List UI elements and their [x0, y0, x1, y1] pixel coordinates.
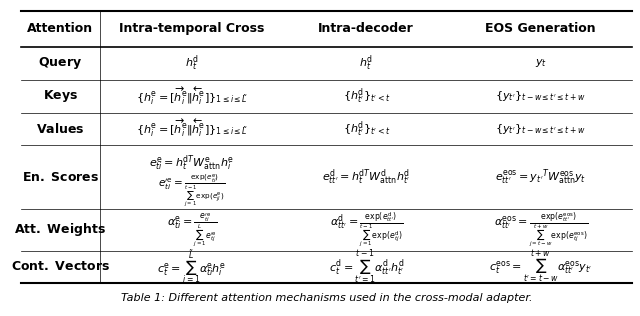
Text: $\{h_{t'}^\mathrm{d}\}_{t'<t}$: $\{h_{t'}^\mathrm{d}\}_{t'<t}$	[342, 86, 390, 106]
Text: $\{h_i^\mathrm{e}=[\overrightarrow{h}_i^\mathrm{e}\|\overleftarrow{h}_i^\mathrm{: $\{h_i^\mathrm{e}=[\overrightarrow{h}_i^…	[136, 86, 248, 107]
Text: $\bf{Values}$: $\bf{Values}$	[36, 122, 84, 136]
Text: $e^{\prime\mathrm{e}}_{ti}=\frac{\exp(e^\mathrm{e}_{ti})}{\sum_{j=1}^{t-1}\exp(e: $e^{\prime\mathrm{e}}_{ti}=\frac{\exp(e^…	[158, 173, 225, 210]
Text: $\bf{Cont.\ Vectors}$: $\bf{Cont.\ Vectors}$	[11, 260, 110, 273]
Text: $\bf{En.\ Scores}$: $\bf{En.\ Scores}$	[22, 171, 99, 184]
Text: Attention: Attention	[28, 22, 93, 35]
Text: $c_t^\mathrm{eos}=\sum_{t'=t-w}^{t+w}\alpha^\mathrm{eos}_{tt'}y_{t'}$: $c_t^\mathrm{eos}=\sum_{t'=t-w}^{t+w}\al…	[489, 249, 592, 285]
Text: $\{y_{t'}\}_{t-w\leq t'\leq t+w}$: $\{y_{t'}\}_{t-w\leq t'\leq t+w}$	[495, 122, 586, 136]
Text: $h_t^\mathrm{d}$: $h_t^\mathrm{d}$	[185, 54, 199, 73]
Text: $\{h_i^\mathrm{e}=[\overrightarrow{h}_i^\mathrm{e}\|\overleftarrow{h}_i^\mathrm{: $\{h_i^\mathrm{e}=[\overrightarrow{h}_i^…	[136, 118, 248, 139]
Text: $e^\mathrm{d}_{tt'}=h_t^{\mathrm{d}T}W^\mathrm{d}_\mathrm{attn}h_{t'}^\mathrm{d}: $e^\mathrm{d}_{tt'}=h_t^{\mathrm{d}T}W^\…	[322, 167, 410, 187]
Text: Intra-decoder: Intra-decoder	[318, 22, 414, 35]
Text: $\{h_{t'}^\mathrm{d}\}_{t'<t}$: $\{h_{t'}^\mathrm{d}\}_{t'<t}$	[342, 119, 390, 139]
Text: $c_t^\mathrm{d}=\sum_{t'=1}^{t-1}\alpha^\mathrm{d}_{tt'}h_{t'}^\mathrm{d}$: $c_t^\mathrm{d}=\sum_{t'=1}^{t-1}\alpha^…	[328, 248, 404, 286]
Text: $\bf{Att.\ Weights}$: $\bf{Att.\ Weights}$	[14, 221, 106, 238]
Text: $\bf{Query}$: $\bf{Query}$	[38, 56, 83, 71]
Text: $\alpha^\mathrm{eos}_{tt'}=\frac{\exp(e^\mathrm{eos}_{tt'})}{\sum_{j=t-w}^{t+w}\: $\alpha^\mathrm{eos}_{tt'}=\frac{\exp(e^…	[493, 210, 588, 250]
Text: $\alpha^\mathrm{e}_{ti}=\frac{e^{\prime\mathrm{e}}_{ti}}{\sum_{j=1}^{L}e^{\prime: $\alpha^\mathrm{e}_{ti}=\frac{e^{\prime\…	[166, 211, 217, 249]
Text: $\{y_{t'}\}_{t-w\leq t'\leq t+w}$: $\{y_{t'}\}_{t-w\leq t'\leq t+w}$	[495, 89, 586, 103]
Text: $y_t$: $y_t$	[534, 58, 547, 70]
Text: $\alpha^\mathrm{d}_{tt'}=\frac{\exp(e^\mathrm{d}_{tt'})}{\sum_{j=1}^{t-1}\exp(e^: $\alpha^\mathrm{d}_{tt'}=\frac{\exp(e^\m…	[330, 210, 403, 249]
Text: Intra-temporal Cross: Intra-temporal Cross	[119, 22, 264, 35]
Text: $\bf{Keys}$: $\bf{Keys}$	[43, 88, 78, 104]
Text: $c_t^\mathrm{e}=\sum_{i=1}^{\tilde{L}}\alpha^\mathrm{e}_{ti}h_i^\mathrm{e}$: $c_t^\mathrm{e}=\sum_{i=1}^{\tilde{L}}\a…	[157, 248, 227, 286]
Text: $e_{ti}^\mathrm{e}=h_t^{\mathrm{d}T}W^\mathrm{e}_\mathrm{attn}h_i^\mathrm{e}$: $e_{ti}^\mathrm{e}=h_t^{\mathrm{d}T}W^\m…	[149, 153, 234, 173]
Text: Table 1: Different attention mechanisms used in the cross-modal adapter.: Table 1: Different attention mechanisms …	[121, 293, 532, 303]
Text: $e^\mathrm{eos}_{tt'}=y_{t'}{}^T W^\mathrm{eos}_\mathrm{attn}y_t$: $e^\mathrm{eos}_{tt'}=y_{t'}{}^T W^\math…	[495, 167, 586, 187]
Text: $h_t^\mathrm{d}$: $h_t^\mathrm{d}$	[359, 54, 373, 73]
Text: EOS Generation: EOS Generation	[485, 22, 596, 35]
